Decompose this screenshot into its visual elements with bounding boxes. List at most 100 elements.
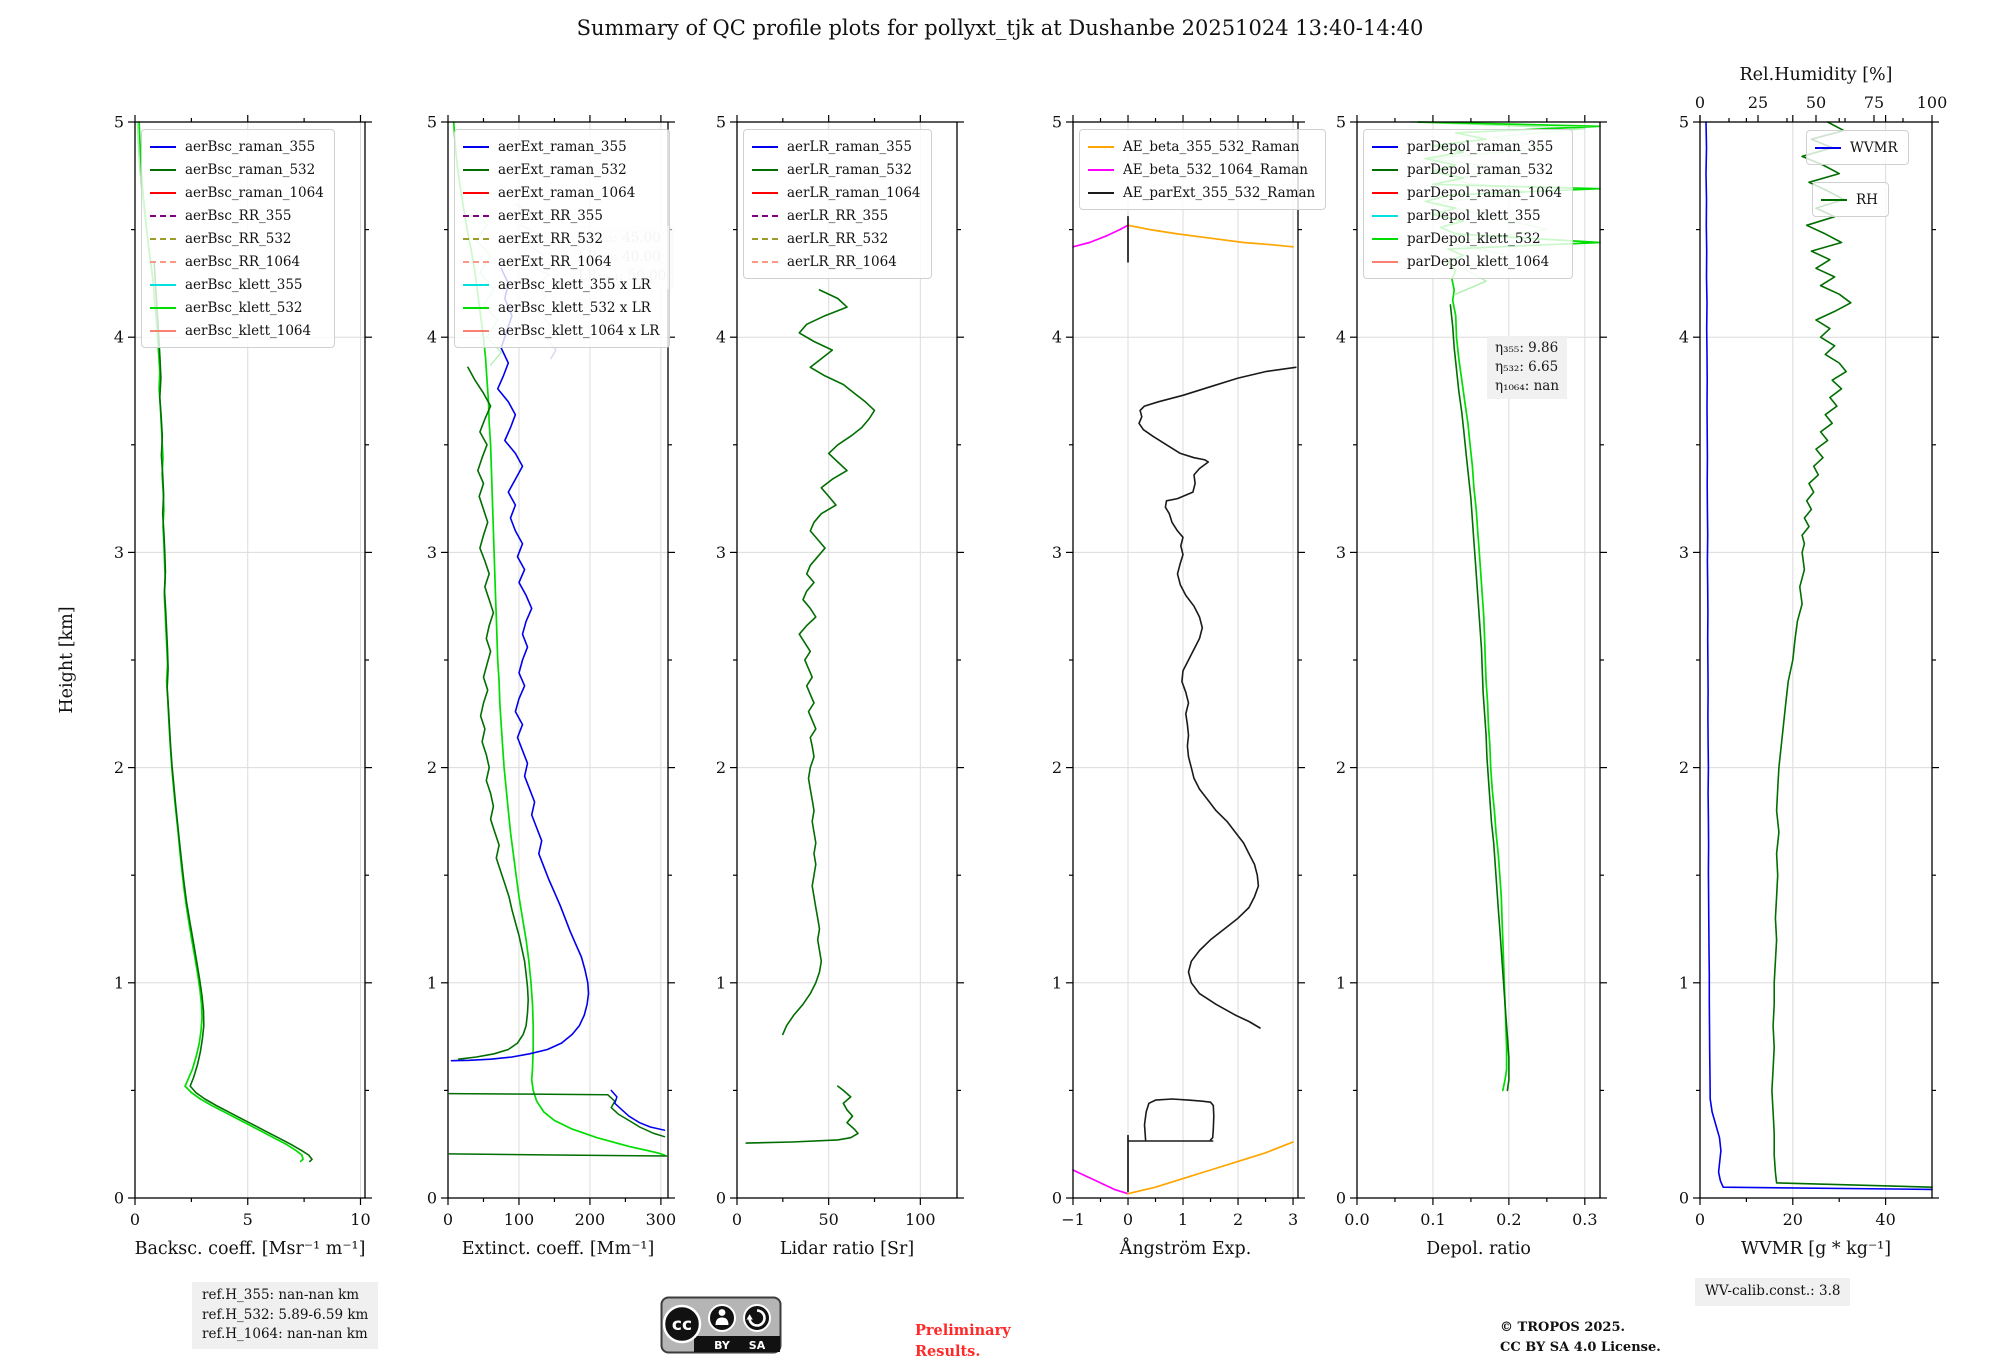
legend-line-sample <box>463 168 489 171</box>
y-tick-label: 0 <box>427 1189 437 1208</box>
cc-license-badge: cc BY SA <box>660 1296 782 1360</box>
panel-spines <box>1699 121 1933 1199</box>
legend-label: aerExt_raman_532 <box>498 161 627 178</box>
x-axis-label: WVMR [g * kg⁻¹] <box>1741 1239 1891 1259</box>
y-tick-label: 1 <box>1336 973 1346 992</box>
cc-logo-text: cc <box>672 1315 692 1335</box>
x-tick-label: 0.1 <box>1420 1210 1445 1229</box>
x-tick-label: 1 <box>1178 1210 1188 1229</box>
y-tick-label: 5 <box>427 113 437 132</box>
wvmr-legend: WVMR <box>1806 130 1909 165</box>
annotation-line: η₃₅₅: 9.86 <box>1495 340 1559 356</box>
legend-label: aerBsc_RR_532 <box>185 230 292 247</box>
series-AE_parExt_main <box>1138 366 1297 1029</box>
lidar_ratio-legend: aerLR_raman_355 aerLR_raman_532 aerLR_rama… <box>743 129 932 279</box>
legend-label: aerExt_RR_532 <box>498 230 603 247</box>
legend-label: aerExt_raman_355 <box>498 138 627 155</box>
y-tick-label: 2 <box>716 758 726 777</box>
legend-label: aerExt_RR_1064 <box>498 253 612 270</box>
legend-label: aerBsc_raman_1064 <box>185 184 324 201</box>
series-AE_parExt_low_box <box>1143 1098 1215 1141</box>
legend-entry: aerLR_raman_355 <box>752 135 921 158</box>
x-tick-label: 3 <box>1288 1210 1298 1229</box>
x-tick-label: 0.3 <box>1572 1210 1597 1229</box>
legend-entry: aerExt_RR_355 <box>463 204 659 227</box>
y-tick-label: 3 <box>716 543 726 562</box>
legend-entry: parDepol_raman_355 <box>1372 135 1562 158</box>
legend-label: aerBsc_RR_1064 <box>185 253 301 270</box>
y-tick-label: 3 <box>1336 543 1346 562</box>
top-tick-label: 50 <box>1806 93 1826 112</box>
preliminary-line-1: Preliminary <box>915 1322 1011 1339</box>
legend-line-sample <box>1372 145 1398 148</box>
series-aerExt_raman_532_floor <box>448 1153 668 1157</box>
legend-label: parDepol_klett_355 <box>1407 207 1541 224</box>
legend-label: parDepol_klett_532 <box>1407 230 1541 247</box>
y-tick-label: 1 <box>427 973 437 992</box>
rh-legend: RH <box>1812 182 1889 217</box>
legend-line-sample <box>150 145 176 148</box>
x-tick-label: −1 <box>1061 1210 1085 1229</box>
legend-entry: aerExt_RR_532 <box>463 227 659 250</box>
panel-spines <box>1356 121 1601 1199</box>
legend-entry: aerBsc_klett_532 <box>150 296 324 319</box>
legend-line-sample <box>150 283 176 286</box>
cc-badge-bottom-strip <box>694 1336 780 1352</box>
legend-line-sample <box>463 191 489 194</box>
series-AE_beta_355_532_bottom <box>1127 1141 1294 1195</box>
legend-line-sample <box>150 306 176 309</box>
x-tick-label: 0.0 <box>1344 1210 1369 1229</box>
x-tick-label: 40 <box>1875 1210 1895 1229</box>
preliminary-results-note: Preliminary Results. <box>915 1320 1011 1360</box>
legend-label: aerLR_RR_532 <box>787 230 889 247</box>
y-tick-label: 2 <box>114 758 124 777</box>
cc-sa-label: SA <box>749 1339 766 1352</box>
series-RH <box>1771 121 1933 1188</box>
legend-entry: aerLR_raman_532 <box>752 158 921 181</box>
legend-entry: WVMR <box>1815 136 1898 159</box>
x-tick-label: 0 <box>732 1210 742 1229</box>
x-tick-label: 50 <box>818 1210 838 1229</box>
y-tick-label: 2 <box>1336 758 1346 777</box>
legend-line-sample <box>463 260 489 263</box>
legend-line-sample <box>1372 168 1398 171</box>
y-tick-label: 4 <box>1679 328 1689 347</box>
x-tick-label: 20 <box>1783 1210 1803 1229</box>
reference-height-box: ref.H_355: nan-nan km ref.H_532: 5.89-6.… <box>192 1282 379 1349</box>
ref-h-355: ref.H_355: nan-nan km <box>202 1287 360 1303</box>
legend-entry: aerBsc_klett_532 x LR <box>463 296 659 319</box>
y-tick-label: 1 <box>1679 973 1689 992</box>
series-aerExt_raman_532_low <box>448 1092 666 1138</box>
y-tick-label: 5 <box>716 113 726 132</box>
legend-line-sample <box>463 145 489 148</box>
legend-line-sample <box>752 145 778 148</box>
y-tick-label: 3 <box>427 543 437 562</box>
legend-line-sample <box>752 214 778 217</box>
x-tick-label: 100 <box>504 1210 535 1229</box>
legend-label: aerLR_RR_355 <box>787 207 889 224</box>
series-aerLR_raman_532_low <box>745 1085 859 1144</box>
legend-label: AE_parExt_355_532_Raman <box>1123 184 1316 201</box>
legend-label: RH <box>1856 191 1878 208</box>
sa-arrow-arc <box>748 1309 766 1327</box>
legend-label: aerBsc_raman_532 <box>185 161 316 178</box>
legend-entry: parDepol_raman_1064 <box>1372 181 1562 204</box>
legend-line-sample <box>150 329 176 332</box>
legend-line-sample <box>752 168 778 171</box>
legend-label: parDepol_klett_1064 <box>1407 253 1550 270</box>
person-body <box>715 1317 729 1325</box>
series-aerExt_raman_355 <box>450 267 590 1062</box>
y-tick-label: 2 <box>1052 758 1062 777</box>
legend-label: parDepol_raman_532 <box>1407 161 1554 178</box>
y-tick-label: 0 <box>1052 1189 1062 1208</box>
figure-title: Summary of QC profile plots for pollyxt_… <box>576 16 1424 40</box>
legend-label: AE_beta_355_532_Raman <box>1123 138 1300 155</box>
legend-entry: aerBsc_raman_532 <box>150 158 324 181</box>
legend-entry: RH <box>1821 188 1878 211</box>
legend-entry: aerLR_raman_1064 <box>752 181 921 204</box>
sa-arrow-head <box>746 1314 753 1320</box>
legend-label: aerBsc_RR_355 <box>185 207 292 224</box>
legend-line-sample <box>752 260 778 263</box>
y-tick-label: 1 <box>716 973 726 992</box>
